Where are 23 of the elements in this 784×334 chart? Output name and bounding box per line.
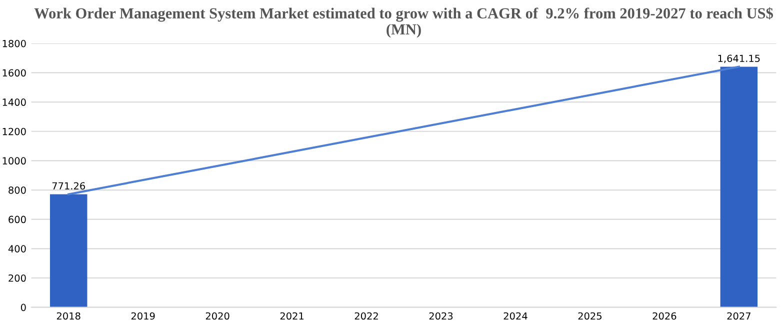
x-tick-label: 2021 <box>280 312 304 320</box>
x-tick-label: 2027 <box>727 312 750 320</box>
y-tick-label: 1000 <box>2 157 26 165</box>
y-tick-label: 800 <box>8 186 26 194</box>
x-tick-label: 2018 <box>56 312 80 320</box>
y-tick-label: 1800 <box>2 40 26 48</box>
y-tick-label: 1400 <box>2 98 26 106</box>
x-tick-label: 2026 <box>652 312 676 320</box>
y-tick-label: 1600 <box>2 69 26 77</box>
x-tick-label: 2020 <box>206 312 230 320</box>
y-tick-label: 200 <box>8 274 26 282</box>
y-tick-label: 0 <box>20 304 26 312</box>
x-tick-label: 2025 <box>578 312 602 320</box>
x-tick-label: 2023 <box>429 312 453 320</box>
y-tick-label: 1200 <box>2 128 26 136</box>
data-label: 1,641.15 <box>718 54 760 64</box>
x-tick-label: 2022 <box>354 312 378 320</box>
y-tick-label: 400 <box>8 245 26 252</box>
y-tick-label: 600 <box>8 216 26 224</box>
x-tick-label: 2019 <box>131 312 155 320</box>
x-tick-label: 2024 <box>504 312 528 320</box>
data-label: 771.26 <box>52 182 85 190</box>
chart-title: Work Order Management System Market estimated to grow with a CAGR of 9.2% from 2019-2027 to reach US$ (MN) <box>34 7 773 38</box>
